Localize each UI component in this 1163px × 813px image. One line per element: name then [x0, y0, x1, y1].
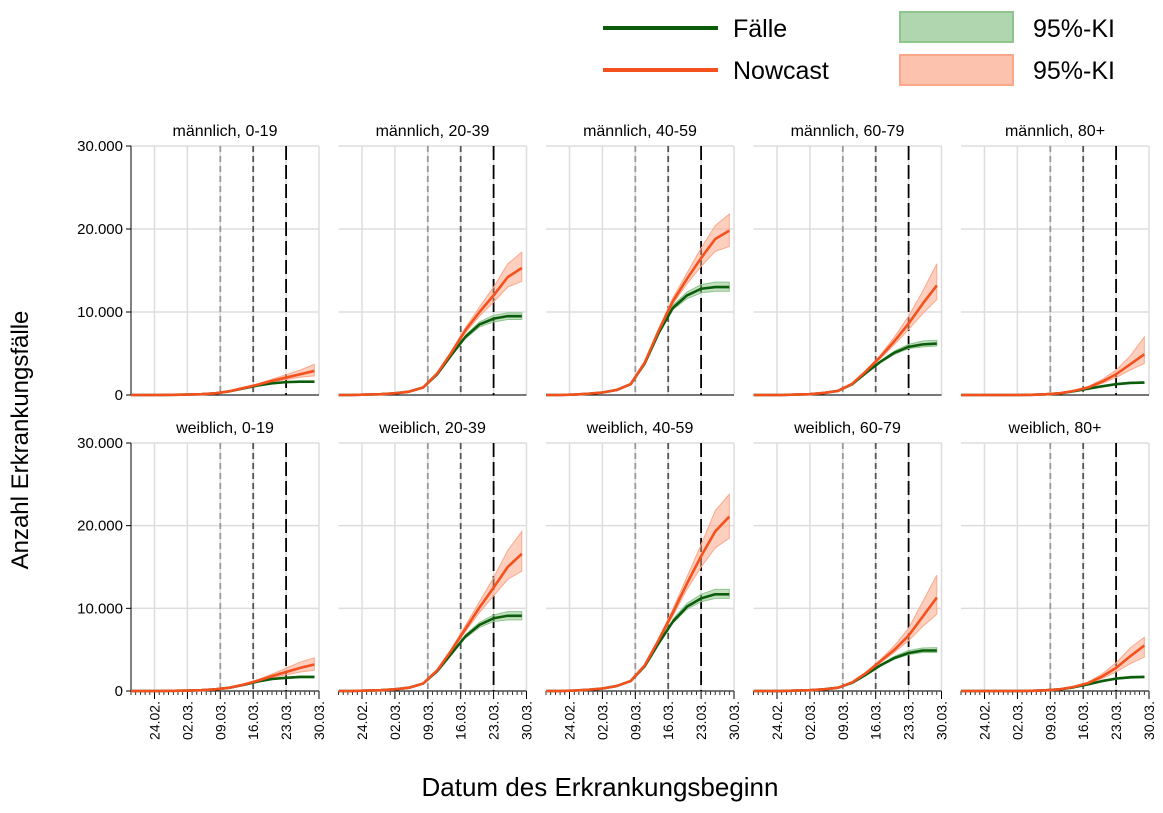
x-tick-label: 02.03. [387, 701, 403, 740]
line [131, 663, 315, 693]
y-tick-label: 30.000 [77, 435, 123, 452]
x-tick-label: 24.02. [147, 701, 163, 740]
confidence-band [672, 588, 730, 625]
legend-label: Nowcast [733, 57, 829, 85]
confidence-band [865, 263, 938, 373]
x-tick-label: 02.03. [594, 701, 610, 740]
line [546, 229, 730, 397]
panel-title: weiblich, 60-79 [793, 420, 901, 437]
y-axis-label: Anzahl Erkrankungsfälle [7, 311, 34, 570]
x-tick-label: 16.03. [245, 701, 261, 740]
y-tick-label: 0 [115, 683, 123, 700]
legend-label: 95%-KI [1033, 57, 1115, 85]
confidence-band [464, 312, 523, 340]
confidence-band [464, 611, 523, 640]
y-tick-label: 0 [115, 387, 123, 404]
y-tick-label: 30.000 [77, 138, 123, 155]
line [546, 515, 731, 693]
x-tick-label: 02.03. [1009, 701, 1025, 740]
panel-title: männlich, 80+ [1005, 123, 1105, 140]
panel-title: weiblich, 80+ [1008, 420, 1102, 437]
y-tick-label: 20.000 [77, 221, 123, 238]
x-tick-label: 30.03. [311, 701, 327, 740]
y-tick-label: 10.000 [77, 304, 123, 321]
panel-title: weiblich, 0-19 [175, 420, 274, 437]
x-tick-label: 30.03. [1141, 701, 1157, 740]
x-tick-label: 09.03. [1042, 701, 1058, 740]
x-tick-label: 30.03. [934, 701, 950, 740]
x-tick-label: 24.02. [977, 701, 993, 740]
x-tick-label: 02.03. [179, 701, 195, 740]
x-tick-label: 09.03. [212, 701, 228, 740]
legend-label: 95%-KI [1033, 15, 1115, 43]
x-tick-label: 09.03. [835, 701, 851, 740]
panel-title: männlich, 60-79 [791, 123, 905, 140]
panel-title: weiblich, 40-59 [586, 420, 694, 437]
x-tick-label: 24.02. [769, 701, 785, 740]
legend-swatch [899, 54, 1014, 86]
x-axis-label: Datum des Erkrankungsbeginn [422, 772, 779, 802]
x-tick-label: 23.03. [278, 701, 294, 740]
line [753, 284, 938, 397]
y-tick-label: 20.000 [77, 518, 123, 535]
x-tick-label: 23.03. [693, 701, 709, 740]
x-tick-label: 16.03. [660, 701, 676, 740]
x-tick-label: 30.03. [519, 701, 535, 740]
x-tick-label: 09.03. [627, 701, 643, 740]
x-tick-label: 23.03. [1108, 701, 1124, 740]
x-tick-label: 23.03. [486, 701, 502, 740]
line [961, 353, 1146, 397]
line [338, 266, 523, 397]
x-tick-label: 16.03. [868, 701, 884, 740]
x-tick-label: 23.03. [901, 701, 917, 740]
x-tick-label: 16.03. [1075, 701, 1091, 740]
x-tick-label: 24.02. [354, 701, 370, 740]
confidence-band [672, 281, 730, 311]
line [131, 369, 315, 397]
panel-title: männlich, 20-39 [376, 123, 490, 140]
x-tick-label: 24.02. [562, 701, 578, 740]
line [753, 596, 938, 693]
y-tick-label: 10.000 [77, 600, 123, 617]
x-tick-label: 30.03. [726, 701, 742, 740]
panel-title: männlich, 40-59 [583, 123, 697, 140]
legend-label: Fälle [733, 15, 787, 43]
panel-title: männlich, 0-19 [173, 123, 278, 140]
confidence-band [865, 575, 938, 675]
panel-title: weiblich, 20-39 [378, 420, 486, 437]
x-tick-label: 16.03. [453, 701, 469, 740]
line [961, 644, 1146, 693]
x-tick-label: 09.03. [420, 701, 436, 740]
x-tick-label: 02.03. [802, 701, 818, 740]
line [338, 552, 523, 693]
legend-swatch [899, 11, 1014, 43]
